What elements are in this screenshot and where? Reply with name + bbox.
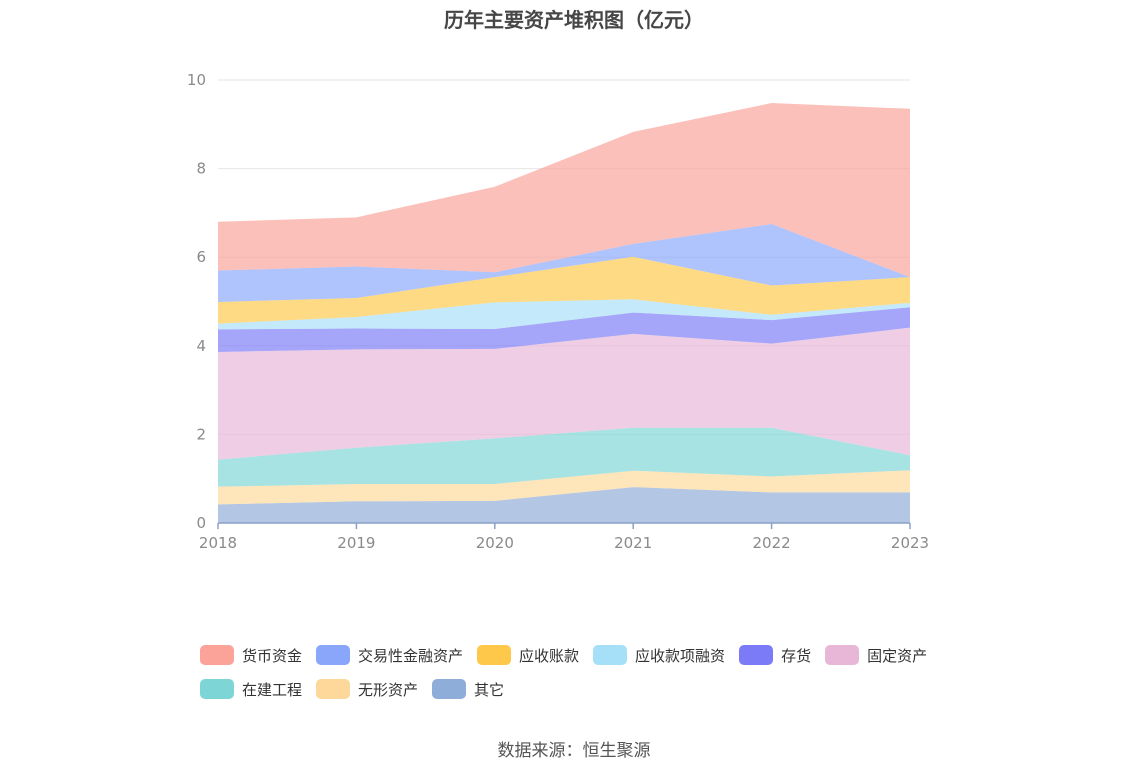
area-series: [218, 103, 910, 523]
data-source-note: 数据来源：恒生聚源: [497, 741, 651, 761]
legend-item[interactable]: 存货: [739, 645, 811, 666]
legend-label: 在建工程: [242, 680, 303, 699]
area-series-8[interactable]: [218, 103, 910, 278]
legend-item[interactable]: 应收款项融资: [593, 645, 725, 666]
legend-row: 在建工程 无形资产 其它: [200, 672, 1000, 706]
legend-swatch: [432, 679, 467, 699]
y-tick-label: 6: [196, 248, 206, 266]
legend-label: 货币资金: [242, 646, 303, 665]
axes: 0 2 4 6 8 10 2018 2019 2020 2021 2022 2023: [187, 71, 929, 552]
area-series-6[interactable]: [218, 256, 910, 324]
area-series-5[interactable]: [218, 299, 910, 330]
y-tick-label: 4: [196, 337, 206, 355]
area-series-0[interactable]: [218, 487, 910, 523]
legend: 货币资金 交易性金融资产 应收账款 应收款项融资 存货 固定资产 在建工程 无形资产 其它: [200, 638, 1000, 706]
legend-label: 交易性金融资产: [358, 646, 464, 665]
legend-item[interactable]: 无形资产: [316, 679, 418, 700]
legend-swatch: [739, 645, 774, 665]
legend-swatch: [477, 645, 512, 665]
legend-label: 其它: [474, 680, 505, 699]
x-tick-label: 2020: [476, 534, 514, 552]
legend-swatch: [825, 645, 860, 665]
x-tick-label: 2019: [337, 534, 375, 552]
legend-row: 货币资金 交易性金融资产 应收账款 应收款项融资 存货 固定资产: [200, 638, 1000, 672]
area-series-4[interactable]: [218, 307, 910, 353]
legend-item[interactable]: 交易性金融资产: [316, 645, 463, 666]
x-tick-label: 2018: [199, 534, 237, 552]
legend-item[interactable]: 其它: [432, 679, 504, 700]
legend-label: 应收款项融资: [635, 646, 726, 665]
legend-item[interactable]: 货币资金: [200, 645, 302, 666]
y-tick-label: 0: [196, 514, 206, 532]
y-tick-label: 2: [196, 425, 206, 443]
legend-label: 存货: [781, 646, 812, 665]
x-tick-label: 2021: [614, 534, 652, 552]
legend-swatch: [316, 679, 351, 699]
y-tick-label: 10: [187, 71, 206, 89]
legend-label: 应收账款: [519, 646, 580, 665]
legend-swatch: [593, 645, 628, 665]
legend-label: 无形资产: [358, 680, 419, 699]
area-series-1[interactable]: [218, 470, 910, 505]
legend-label: 固定资产: [867, 646, 928, 665]
chart-title: 历年主要资产堆积图（亿元）: [444, 8, 704, 32]
y-tick-label: 8: [196, 160, 206, 178]
area-series-2[interactable]: [218, 427, 910, 487]
legend-item[interactable]: 固定资产: [825, 645, 927, 666]
legend-swatch: [316, 645, 351, 665]
area-series-7[interactable]: [218, 223, 910, 302]
x-tick-label: 2022: [753, 534, 791, 552]
legend-swatch: [200, 645, 234, 665]
x-tick-label: 2023: [891, 534, 929, 552]
legend-item[interactable]: 应收账款: [477, 645, 579, 666]
legend-swatch: [200, 679, 234, 699]
area-series-3[interactable]: [218, 327, 910, 460]
legend-item[interactable]: 在建工程: [200, 679, 302, 700]
